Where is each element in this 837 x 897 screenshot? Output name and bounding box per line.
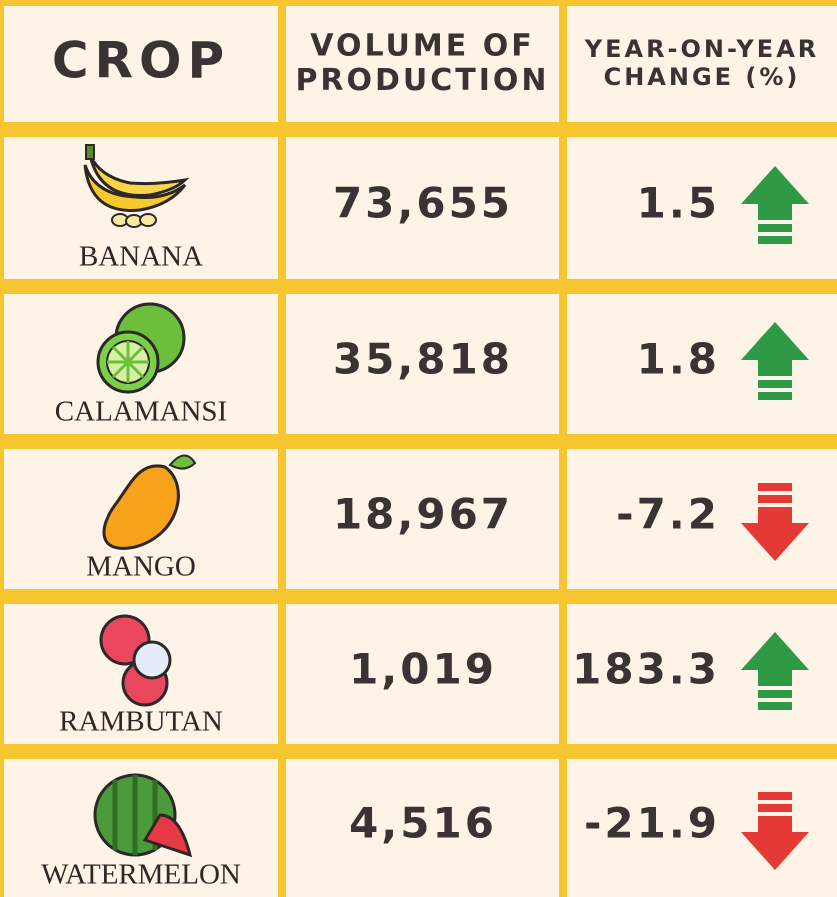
header-label: PRODUCTION bbox=[295, 63, 549, 98]
volume: 73,655 bbox=[333, 179, 513, 228]
arrow-stripe bbox=[758, 690, 792, 698]
arrow-shaft bbox=[758, 816, 792, 832]
arrow-stripe bbox=[758, 392, 792, 400]
arrow-shaft bbox=[758, 204, 792, 220]
crop-name: MANGO bbox=[86, 551, 196, 583]
arrow-stripe bbox=[758, 380, 792, 388]
volume: 35,818 bbox=[333, 335, 513, 384]
header-label: CHANGE (%) bbox=[604, 63, 801, 91]
header-label: VOLUME OF bbox=[310, 28, 534, 63]
header-label: YEAR-ON-YEAR bbox=[584, 35, 820, 63]
change: -7.2 bbox=[616, 490, 720, 539]
header-label: CROP bbox=[52, 32, 230, 90]
arrow-stripe bbox=[758, 495, 792, 503]
volume: 18,967 bbox=[333, 490, 513, 539]
arrow-stripe bbox=[758, 702, 792, 710]
crop-name: CALAMANSI bbox=[55, 396, 227, 428]
arrow-stripe bbox=[758, 483, 792, 491]
change: 1.5 bbox=[637, 179, 720, 228]
arrow-shaft bbox=[758, 670, 792, 686]
volume: 1,019 bbox=[349, 645, 497, 694]
arrow-shaft bbox=[758, 360, 792, 376]
arrow-stripe bbox=[758, 804, 792, 812]
arrow-stripe bbox=[758, 792, 792, 800]
change: -21.9 bbox=[584, 799, 720, 848]
change: 183.3 bbox=[572, 645, 720, 694]
arrow-shaft bbox=[758, 507, 792, 523]
change: 1.8 bbox=[637, 335, 720, 384]
page: CROP VOLUME OFPRODUCTION YEAR-ON-YEARCHANG… bbox=[0, 0, 837, 897]
arrow-stripe bbox=[758, 224, 792, 232]
crop-name: WATERMELON bbox=[41, 859, 241, 891]
crop-table: CROP VOLUME OFPRODUCTION YEAR-ON-YEARCHANG… bbox=[0, 0, 837, 897]
crop-name: RAMBUTAN bbox=[59, 706, 223, 738]
volume: 4,516 bbox=[349, 799, 497, 848]
arrow-stripe bbox=[758, 236, 792, 244]
crop-name: BANANA bbox=[79, 241, 203, 273]
